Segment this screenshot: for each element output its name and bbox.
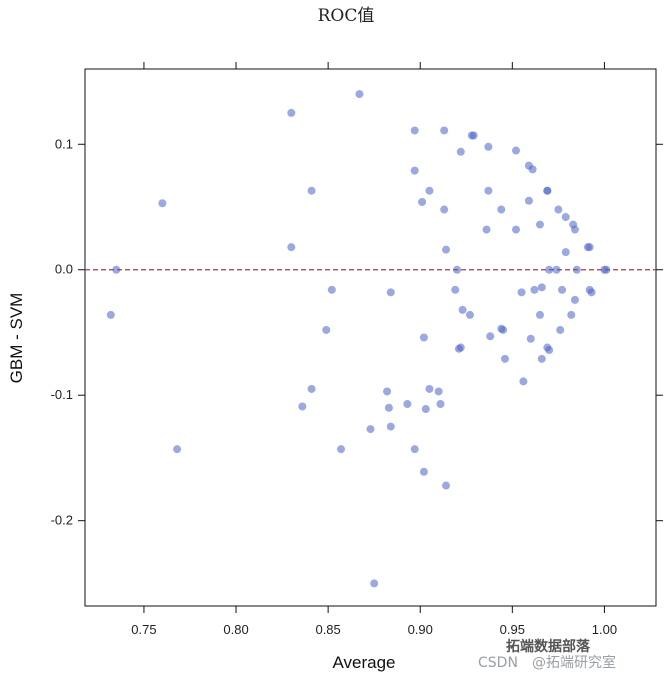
y-axis-ticks: -0.2 -0.1 0.0 0.1 [51,136,663,528]
x-tick-label: 1.00 [592,622,617,637]
data-point [484,186,493,195]
data-points [106,90,611,588]
data-point [298,402,307,411]
x-tick-label: 0.90 [408,622,433,637]
data-point [537,354,546,363]
plot-frame [84,68,657,607]
data-point [410,166,419,175]
y-tick-label: 0.0 [55,262,73,277]
data-point [112,265,121,274]
data-point [440,205,449,214]
y-tick-label: 0.1 [55,136,73,151]
data-point [442,245,451,254]
watermark-brand: 拓端数据部落 [506,638,591,655]
data-point [530,285,539,294]
data-point [106,310,115,319]
data-point [552,265,561,274]
watermark-handle: @拓端研究室 [532,654,616,671]
data-point [570,225,579,234]
data-point [386,288,395,297]
data-point [497,205,506,214]
data-point [307,186,316,195]
data-point [355,90,364,99]
data-point [543,186,552,195]
data-point [558,285,567,294]
data-point [561,213,570,222]
chart-title: ROC值 [318,6,375,26]
data-point [484,142,493,151]
data-point [366,425,375,434]
data-point [526,334,535,343]
data-point [535,310,544,319]
data-point [500,354,509,363]
data-point [337,445,346,454]
data-point [486,332,495,341]
data-point [585,243,594,252]
data-point [482,225,491,234]
data-point [554,205,563,214]
data-point [173,445,182,454]
data-point [545,265,554,274]
data-point [434,387,443,396]
data-point [517,288,526,297]
data-point [561,248,570,257]
watermark-source: CSDN [478,655,518,671]
data-point [425,186,434,195]
data-point [528,165,537,174]
data-point [410,445,419,454]
data-point [158,199,167,208]
x-tick-label: 0.85 [315,622,340,637]
data-point [499,325,508,334]
data-point [370,579,379,588]
x-axis-title: Average [332,653,395,672]
data-point [524,196,533,205]
data-point [386,422,395,431]
data-point [570,295,579,304]
x-tick-label: 0.95 [500,622,525,637]
watermark: 拓端数据部落 CSDN @拓端研究室 [478,638,616,671]
data-point [419,333,428,342]
data-point [403,399,412,408]
data-point [556,325,565,334]
data-point [587,288,596,297]
data-point [383,387,392,396]
x-tick-label: 0.80 [223,622,248,637]
data-point [602,265,611,274]
data-point [456,343,465,352]
data-point [440,126,449,135]
data-point [419,467,428,476]
x-tick-label: 0.75 [131,622,156,637]
data-point [465,310,474,319]
data-point [451,285,460,294]
data-point [425,384,434,393]
data-point [418,197,427,206]
data-point [436,399,445,408]
data-point [469,131,478,140]
data-point [453,265,462,274]
data-point [535,220,544,229]
data-point [512,225,521,234]
y-axis-title: GBM - SVM [7,293,26,384]
data-point [322,325,331,334]
data-point [384,403,393,412]
data-point [458,305,467,314]
data-point [327,285,336,294]
data-point [512,146,521,155]
data-point [456,147,465,156]
data-point [287,108,296,117]
data-point [519,377,528,386]
x-axis-ticks: 0.75 0.80 0.85 0.90 0.95 1.00 [131,62,617,637]
data-point [567,310,576,319]
data-point [421,405,430,414]
y-tick-label: -0.2 [51,513,73,528]
data-point [410,126,419,135]
data-point [572,265,581,274]
data-point [537,283,546,292]
y-tick-label: -0.1 [51,387,73,402]
data-point [442,481,451,490]
data-point [307,384,316,393]
data-point [287,243,296,252]
data-point [545,346,554,355]
